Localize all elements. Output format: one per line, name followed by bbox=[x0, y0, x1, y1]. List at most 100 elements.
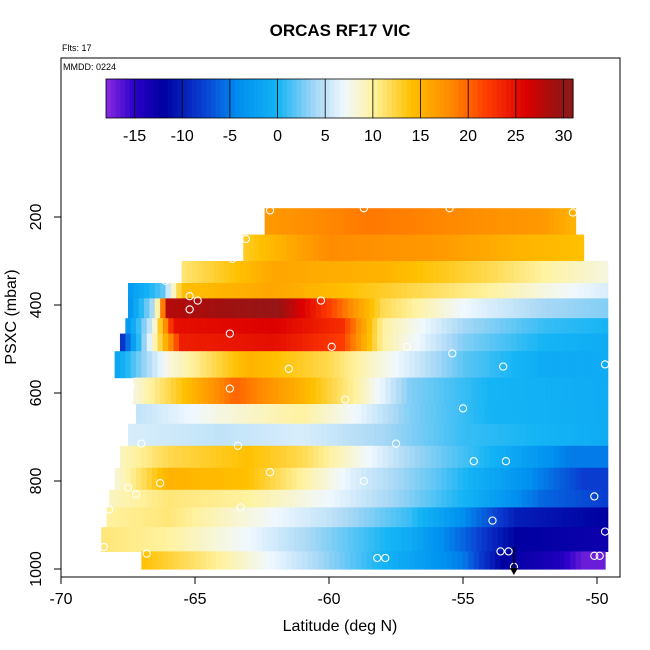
heatmap-cell bbox=[353, 423, 360, 447]
heatmap-cell bbox=[211, 489, 218, 508]
heatmap-cell bbox=[304, 283, 311, 299]
heatmap-cell bbox=[237, 445, 244, 469]
heatmap-cell bbox=[345, 445, 352, 469]
heatmap-cell bbox=[224, 507, 231, 528]
heatmap-cell bbox=[128, 423, 134, 447]
colorbar-segment bbox=[144, 79, 150, 118]
heatmap-cell bbox=[452, 489, 459, 508]
heatmap-cell bbox=[530, 283, 536, 299]
heatmap-cell bbox=[572, 298, 579, 319]
heatmap-cell bbox=[291, 318, 298, 335]
heatmap-cell bbox=[294, 261, 301, 284]
heatmap-cell bbox=[438, 261, 445, 284]
heatmap-cell bbox=[412, 423, 419, 447]
heatmap-cell bbox=[312, 208, 319, 236]
heatmap-cell bbox=[350, 333, 357, 352]
heatmap-cell bbox=[417, 283, 424, 299]
heatmap-cell bbox=[186, 283, 193, 299]
heatmap-cell bbox=[390, 298, 397, 319]
heatmap-cell bbox=[160, 298, 167, 319]
heatmap-cell bbox=[144, 527, 151, 552]
heatmap-cell bbox=[468, 445, 475, 469]
heatmap-cell bbox=[540, 261, 547, 284]
heatmap-cell bbox=[170, 527, 177, 552]
heatmap-cell bbox=[591, 318, 598, 335]
heatmap-cell bbox=[505, 318, 512, 335]
heatmap-cell bbox=[178, 467, 185, 491]
colorbar-tick-label: 5 bbox=[321, 128, 330, 145]
heatmap-cell bbox=[433, 283, 440, 299]
heatmap-cell bbox=[438, 283, 445, 299]
heatmap-cell bbox=[484, 333, 491, 352]
heatmap-cell bbox=[401, 377, 408, 405]
heatmap-cell bbox=[398, 351, 405, 379]
heatmap-cell bbox=[240, 283, 247, 299]
heatmap-cell bbox=[205, 551, 212, 570]
heatmap-cell bbox=[197, 298, 204, 319]
heatmap-cell bbox=[178, 333, 185, 352]
heatmap-cell bbox=[457, 234, 464, 262]
heatmap-cell bbox=[133, 507, 140, 528]
heatmap-cell bbox=[379, 507, 386, 528]
heatmap-cell bbox=[433, 261, 440, 284]
heatmap-cell bbox=[243, 489, 250, 508]
heatmap-cell bbox=[597, 467, 603, 491]
heatmap-cell bbox=[353, 261, 360, 284]
heatmap-cell bbox=[106, 527, 113, 552]
heatmap-cell bbox=[538, 445, 544, 469]
heatmap-cell bbox=[189, 551, 196, 570]
colorbar-segment bbox=[439, 79, 445, 118]
heatmap-cell bbox=[146, 445, 153, 469]
heatmap-cell bbox=[208, 527, 215, 552]
heatmap-cell bbox=[221, 551, 228, 570]
heatmap-cell bbox=[358, 377, 365, 405]
heatmap-cell bbox=[578, 283, 585, 299]
colorbar-segment bbox=[172, 79, 179, 118]
heatmap-cell bbox=[449, 261, 456, 284]
heatmap-cell bbox=[567, 423, 574, 447]
heatmap-cell bbox=[184, 489, 191, 508]
heatmap-cell bbox=[184, 318, 191, 335]
heatmap-cell bbox=[425, 234, 432, 262]
colorbar-segment bbox=[487, 79, 493, 118]
heatmap-cell bbox=[605, 283, 609, 299]
heatmap-cell bbox=[213, 507, 220, 528]
heatmap-cell bbox=[275, 208, 282, 236]
heatmap-cell bbox=[396, 507, 402, 528]
heatmap-cell bbox=[527, 467, 534, 491]
heatmap-cell bbox=[154, 527, 161, 552]
heatmap-cell bbox=[575, 234, 582, 262]
heatmap-cell bbox=[229, 527, 236, 552]
heatmap-cell bbox=[420, 234, 427, 262]
heatmap-cell bbox=[412, 298, 419, 319]
heatmap-cell bbox=[538, 551, 544, 570]
colorbar-segment bbox=[410, 79, 417, 118]
heatmap-cell bbox=[564, 333, 571, 352]
heatmap-cell bbox=[245, 377, 252, 405]
heatmap-cell bbox=[452, 234, 459, 262]
heatmap-cell bbox=[152, 551, 159, 570]
heatmap-cell bbox=[310, 423, 317, 447]
heatmap-cell bbox=[484, 234, 491, 262]
heatmap-cell bbox=[111, 527, 118, 552]
heatmap-cell bbox=[543, 445, 550, 469]
heatmap-cell bbox=[111, 507, 118, 528]
heatmap-cell bbox=[195, 467, 201, 491]
colorbar-segment bbox=[258, 79, 264, 118]
heatmap-cell bbox=[396, 527, 402, 552]
heatmap-cell bbox=[162, 445, 169, 469]
heatmap-cell bbox=[141, 489, 148, 508]
heatmap-cell bbox=[358, 507, 365, 528]
heatmap-cell bbox=[436, 467, 443, 491]
heatmap-cell bbox=[583, 423, 590, 447]
heatmap-cell bbox=[564, 551, 571, 570]
heatmap-cell bbox=[580, 234, 585, 262]
heatmap-cell bbox=[184, 404, 191, 425]
heatmap-cell bbox=[465, 298, 472, 319]
heatmap-cell bbox=[278, 283, 285, 299]
heatmap-cell bbox=[237, 333, 244, 352]
heatmap-cell bbox=[580, 489, 587, 508]
heatmap-cell bbox=[186, 527, 193, 552]
heatmap-cell bbox=[270, 333, 276, 352]
